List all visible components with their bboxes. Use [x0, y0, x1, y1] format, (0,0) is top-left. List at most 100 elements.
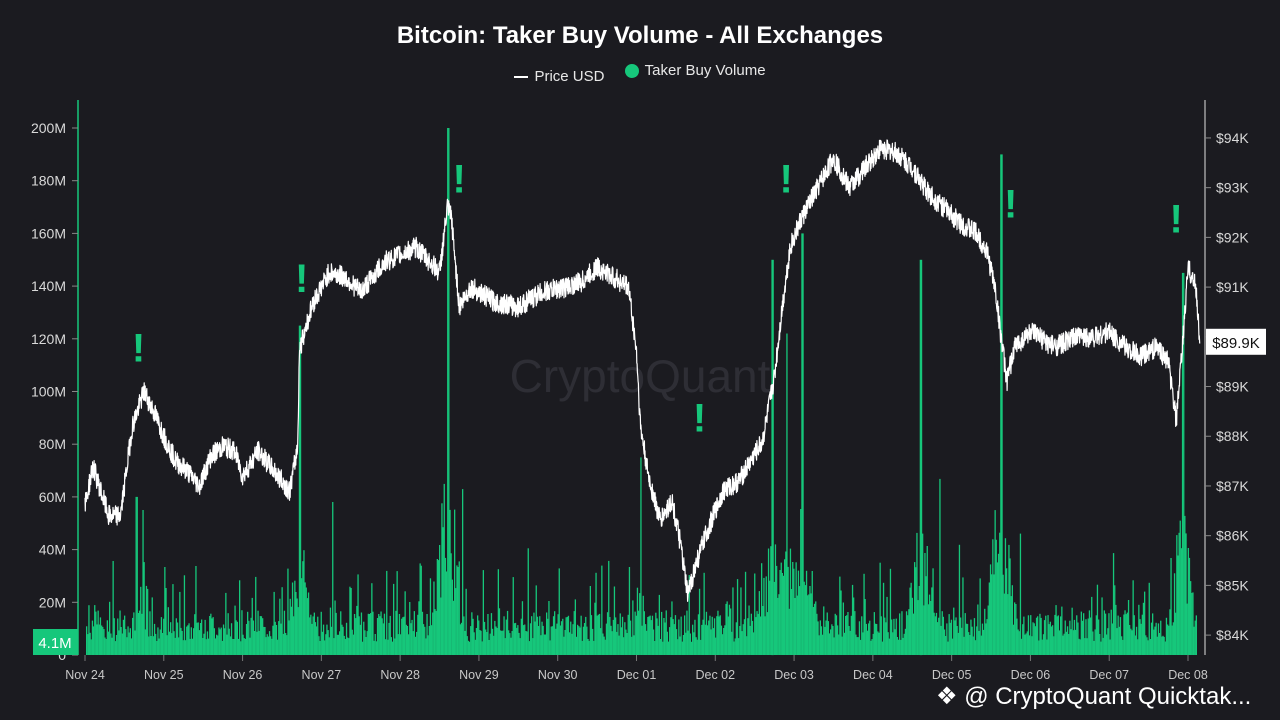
volume-bar — [142, 510, 144, 655]
volume-bar — [1047, 615, 1049, 655]
volume-bar — [644, 624, 647, 655]
volume-bar — [285, 633, 287, 655]
volume-bar — [236, 621, 238, 655]
volume-bar — [950, 619, 953, 655]
volume-bar — [796, 595, 798, 655]
volume-bar — [537, 626, 540, 655]
volume-bar — [291, 582, 294, 655]
volume-bar — [1041, 639, 1043, 655]
volume-bar — [1035, 617, 1038, 655]
volume-bar — [174, 637, 176, 655]
price-line — [84, 139, 1201, 602]
volume-bar — [454, 509, 456, 655]
volume-bar — [353, 614, 356, 655]
volume-bar — [546, 612, 548, 655]
volume-bar — [754, 573, 756, 655]
volume-bar — [526, 631, 528, 655]
volume-bar — [129, 628, 131, 655]
volume-bar — [479, 630, 481, 655]
volume-bar — [213, 628, 215, 655]
volume-bar — [264, 627, 266, 655]
legend-item-volume[interactable]: Taker Buy Volume — [624, 62, 766, 79]
volume-bar — [172, 584, 174, 655]
x-tick-label: Nov 25 — [144, 668, 184, 682]
volume-bar — [505, 619, 507, 655]
volume-bar — [1070, 629, 1072, 655]
volume-bar — [113, 618, 115, 655]
volume-bar — [157, 627, 159, 655]
volume-bar — [362, 641, 364, 655]
volume-bar — [504, 638, 506, 655]
volume-bar — [195, 566, 197, 655]
volume-bar — [1185, 533, 1187, 655]
legend-item-price[interactable]: Price USD — [514, 68, 604, 85]
volume-bar — [509, 633, 511, 655]
volume-bar — [777, 597, 779, 655]
volume-bar — [425, 638, 427, 655]
volume-bar — [701, 624, 703, 655]
volume-bar — [920, 259, 923, 656]
x-tick-label: Dec 03 — [774, 668, 814, 682]
volume-bar — [1080, 611, 1082, 655]
volume-bar — [124, 615, 126, 655]
volume-bar — [771, 259, 773, 656]
volume-bar — [808, 594, 810, 655]
volume-bar — [1040, 617, 1042, 655]
volume-bar — [390, 637, 392, 655]
volume-bar — [655, 612, 657, 655]
volume-bar — [673, 624, 675, 655]
volume-bar — [585, 616, 587, 655]
volume-bar — [531, 616, 533, 655]
volume-bar — [953, 607, 955, 655]
volume-bar — [815, 601, 817, 655]
volume-bar — [726, 601, 728, 655]
volume-bar — [534, 621, 536, 655]
volume-bar — [1071, 607, 1073, 655]
x-tick-label: Dec 08 — [1168, 668, 1208, 682]
volume-bar — [412, 631, 414, 655]
volume-bar — [954, 620, 956, 655]
volume-bar — [188, 623, 190, 655]
volume-bar — [751, 620, 754, 655]
footer-text: @ CryptoQuant Quicktak... — [964, 683, 1252, 710]
volume-bar — [970, 619, 972, 655]
volume-bar — [882, 582, 885, 655]
volume-bar — [894, 629, 896, 655]
volume-bar — [569, 632, 571, 655]
volume-bar — [840, 590, 842, 655]
legend-line-marker — [514, 75, 529, 78]
volume-bar — [1176, 535, 1178, 655]
volume-bar — [889, 568, 892, 655]
volume-bar — [1156, 636, 1158, 655]
volume-bar — [455, 588, 457, 655]
volume-bar — [641, 625, 643, 655]
volume-bar — [304, 582, 306, 655]
volume-bar — [684, 615, 686, 655]
volume-bar — [1139, 619, 1141, 655]
volume-bar — [696, 639, 698, 655]
volume-bar — [849, 630, 851, 655]
volume-bar — [574, 599, 576, 655]
volume-bar — [221, 640, 223, 655]
volume-bar — [152, 636, 154, 655]
volume-bar — [781, 573, 783, 655]
volume-bar — [1112, 553, 1115, 655]
volume-bar — [679, 636, 681, 655]
volume-bar — [303, 550, 305, 655]
volume-bar — [149, 611, 151, 655]
volume-bar — [153, 623, 156, 655]
volume-bar — [452, 600, 455, 655]
volume-bar — [647, 617, 649, 655]
volume-bar — [1066, 626, 1069, 655]
volume-bar — [335, 612, 337, 655]
volume-bar — [723, 628, 725, 655]
volume-bar — [681, 641, 683, 655]
volume-bar — [191, 638, 194, 655]
volume-bar — [427, 635, 429, 655]
legend-label-volume: Taker Buy Volume — [644, 62, 766, 79]
footer-brand: ❖ @ CryptoQuant Quicktak... — [936, 682, 1251, 711]
volume-bar — [973, 618, 976, 655]
volume-bar — [765, 576, 767, 655]
volume-bar — [825, 620, 827, 655]
